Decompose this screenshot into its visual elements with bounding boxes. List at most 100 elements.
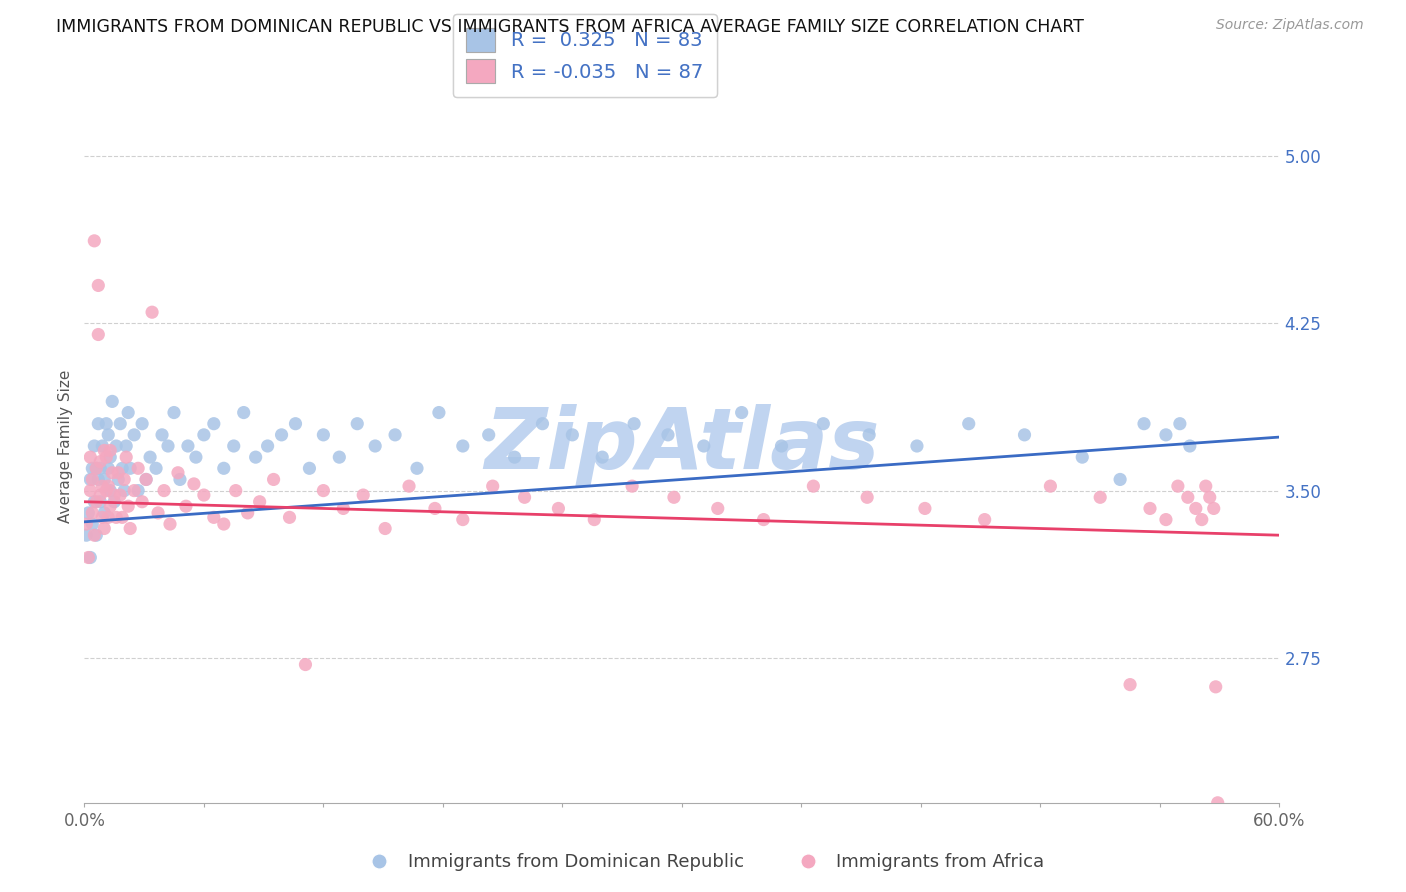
Point: [150, 427, 173, 442]
Point: [384, 427, 406, 442]
Point: [364, 439, 387, 453]
Point: [110, 488, 132, 502]
Point: [139, 450, 162, 464]
Point: [328, 450, 350, 464]
Point: [531, 417, 554, 431]
Point: [1039, 479, 1062, 493]
Point: [145, 461, 167, 475]
Point: [87, 327, 110, 342]
Point: [249, 494, 271, 508]
Point: [93, 521, 115, 535]
Point: [111, 510, 134, 524]
Point: [478, 427, 501, 442]
Point: [86, 528, 108, 542]
Point: [177, 439, 200, 453]
Point: [1154, 427, 1177, 442]
Point: [97, 479, 120, 493]
Point: [621, 479, 644, 493]
Point: [120, 521, 142, 535]
Point: [163, 405, 186, 419]
Point: [79, 550, 101, 565]
Point: [87, 417, 110, 431]
Point: [451, 439, 474, 453]
Point: [127, 461, 149, 475]
Point: [82, 472, 104, 486]
Point: [83, 494, 105, 508]
Point: [856, 490, 879, 504]
Point: [86, 494, 108, 508]
Point: [731, 405, 754, 419]
Point: [591, 450, 613, 464]
Point: [101, 394, 124, 409]
Point: [167, 466, 190, 480]
Point: [1133, 417, 1156, 431]
Point: [146, 506, 169, 520]
Point: [1206, 796, 1229, 810]
Point: [98, 483, 121, 498]
Point: [117, 499, 139, 513]
Point: [89, 454, 111, 468]
Point: [127, 483, 149, 498]
Point: [122, 427, 145, 442]
Point: [914, 501, 936, 516]
Point: [212, 461, 235, 475]
Point: [82, 506, 104, 520]
Point: [202, 510, 225, 524]
Point: [1109, 472, 1132, 486]
Point: [263, 472, 285, 486]
Legend: R =  0.325   N = 83, R = -0.035   N = 87: R = 0.325 N = 83, R = -0.035 N = 87: [453, 14, 717, 96]
Point: [905, 439, 928, 453]
Point: [1185, 501, 1208, 516]
Point: [278, 510, 301, 524]
Point: [513, 490, 536, 504]
Point: [79, 450, 101, 464]
Point: [236, 506, 259, 520]
Point: [583, 512, 606, 526]
Point: [183, 476, 205, 491]
Point: [225, 483, 247, 498]
Point: [112, 472, 135, 486]
Point: [232, 405, 254, 419]
Point: [79, 472, 101, 486]
Point: [858, 427, 880, 442]
Point: [202, 417, 225, 431]
Point: [1119, 678, 1142, 692]
Point: [86, 461, 108, 475]
Point: [813, 417, 835, 431]
Point: [97, 461, 120, 475]
Point: [1178, 439, 1201, 453]
Point: [91, 510, 114, 524]
Point: [451, 512, 474, 526]
Point: [1191, 512, 1213, 526]
Point: [101, 466, 124, 480]
Point: [122, 483, 145, 498]
Point: [707, 501, 730, 516]
Y-axis label: Average Family Size: Average Family Size: [58, 369, 73, 523]
Point: [561, 427, 583, 442]
Point: [103, 494, 125, 508]
Point: [503, 450, 526, 464]
Point: [481, 479, 503, 493]
Point: [1014, 427, 1036, 442]
Point: [107, 472, 129, 486]
Point: [332, 501, 354, 516]
Text: ZipAtlas: ZipAtlas: [484, 404, 880, 488]
Point: [212, 516, 235, 531]
Point: [298, 461, 321, 475]
Point: [105, 439, 128, 453]
Point: [352, 488, 374, 502]
Point: [1198, 490, 1220, 504]
Point: [83, 439, 105, 453]
Point: [110, 417, 132, 431]
Point: [159, 516, 181, 531]
Point: [1202, 501, 1225, 516]
Point: [153, 483, 176, 498]
Point: [169, 472, 191, 486]
Point: [96, 417, 118, 431]
Point: [105, 510, 128, 524]
Point: [83, 234, 105, 248]
Point: [82, 516, 104, 531]
Point: [89, 488, 111, 502]
Point: [91, 439, 114, 453]
Point: [93, 472, 115, 486]
